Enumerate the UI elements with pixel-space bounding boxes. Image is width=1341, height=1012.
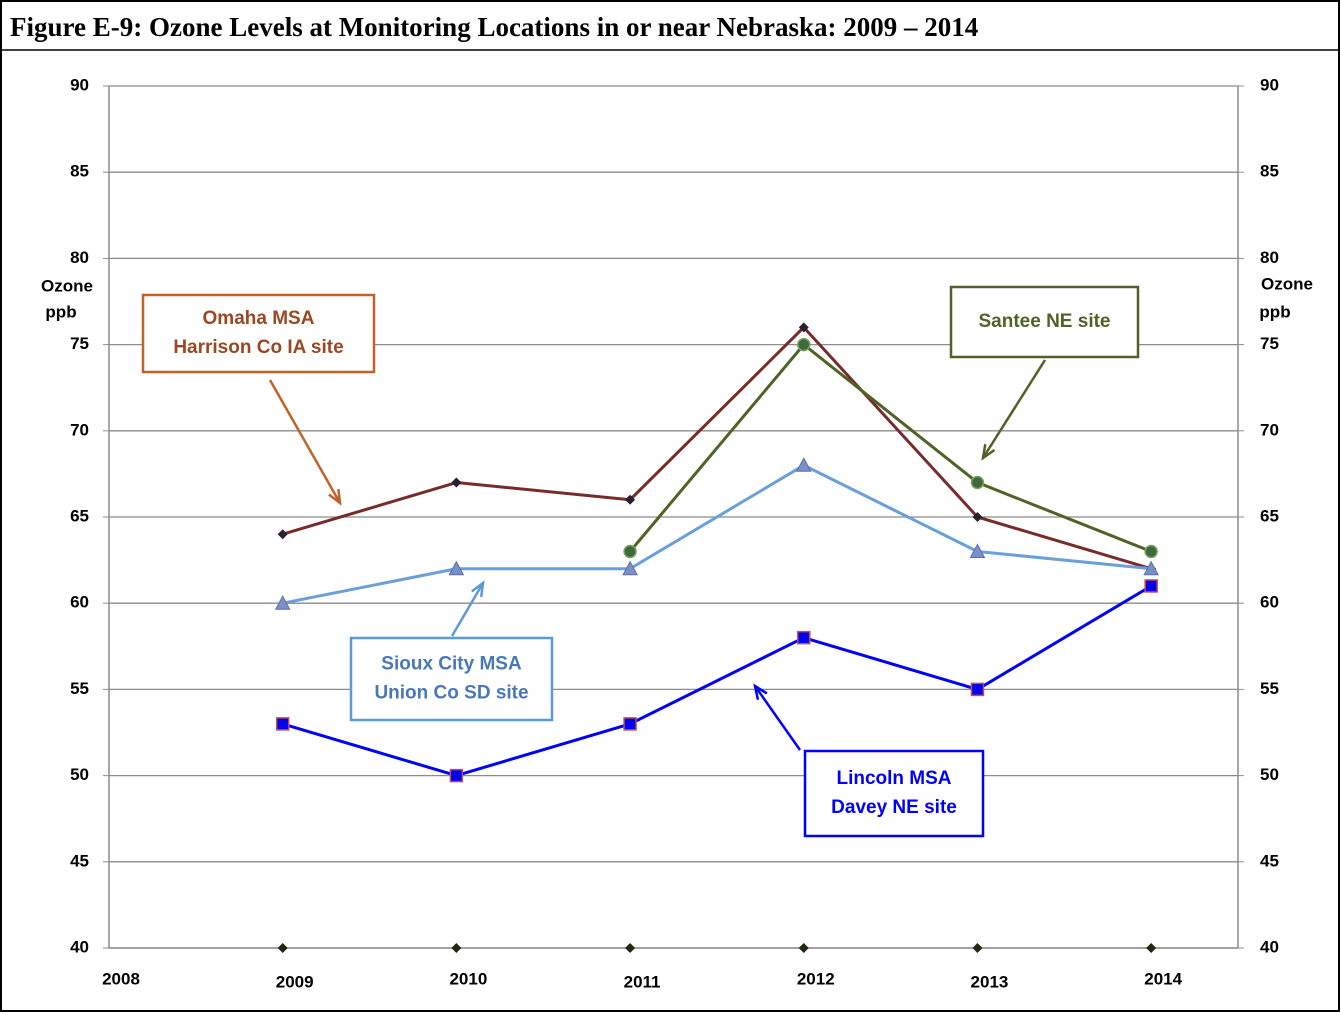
x-tick-label: 2009 [276,972,314,991]
y-tick-label: 70 [70,420,89,439]
y-tick-label: 60 [70,593,89,612]
x-tick [1146,943,1157,953]
y-tick-label: 40 [70,937,89,956]
series-line [282,463,1152,605]
y2-axis-label: ppb [1259,302,1290,321]
y2-tick-label: 70 [1260,420,1279,439]
y-tick-label: 45 [70,851,89,870]
x-tick [625,943,636,953]
point [277,529,288,540]
label-arrow [753,685,802,751]
y2-tick-label: 55 [1260,679,1279,698]
arrow-head [471,580,485,598]
x-tick-label: 2010 [449,969,487,988]
point [972,512,983,522]
x-tick [798,943,809,953]
x-tick [972,943,983,953]
y2-tick-label: 90 [1260,75,1279,94]
point [625,494,636,505]
point [1144,579,1158,593]
y2-tick-label: 85 [1260,162,1279,181]
chart-title: Figure E-9: Ozone Levels at Monitoring L… [10,12,978,42]
y2-tick-label: 80 [1260,248,1279,267]
point [798,322,809,333]
label-box [349,636,554,722]
label-arrow [268,379,342,504]
y-tick-label: 90 [70,75,89,94]
y2-tick-label: 65 [1260,506,1279,525]
y2-tick-label: 40 [1260,937,1279,956]
series-line [282,325,1152,571]
y2-axis-label: Ozone [1261,274,1313,293]
series-label: Harrison Co IA site [173,337,343,358]
y-tick-label: 55 [70,679,89,698]
point [797,630,811,645]
point [623,717,637,731]
point [1144,544,1158,559]
x-tick-label: 2014 [1144,969,1182,988]
y2-tick-label: 60 [1260,593,1279,612]
y2-tick-label: 75 [1260,334,1279,353]
series-line [282,584,1152,778]
y-tick-label: 85 [70,162,89,181]
x-tick-label: 2011 [624,972,661,991]
series-label: Sioux City MSA [381,654,522,675]
point [797,337,811,352]
y-tick-label: 65 [70,506,89,525]
y-axis-label: ppb [45,302,76,321]
x-tick-label: 2013 [971,972,1009,991]
label-box [949,285,1140,359]
series-line [628,343,1152,553]
label-box [803,749,985,838]
x-tick-label: 2008 [102,969,140,988]
label-box [141,293,376,374]
y-tick-label: 80 [70,248,89,267]
point [622,560,638,576]
point [449,768,464,783]
arrow-head [981,443,996,461]
point [274,595,291,610]
point [448,560,465,576]
point [970,682,985,697]
x-tick [277,943,288,953]
point [623,544,637,559]
label-arrow [450,582,485,637]
arrow-head [328,488,342,506]
arrow-head [753,683,768,700]
series-label: Davey NE site [831,797,957,818]
x-tick [451,943,462,953]
point [795,457,812,472]
point [969,543,986,558]
y-tick-label: 75 [70,334,89,353]
series-label: Union Co SD site [374,683,528,704]
y-axis-label: Ozone [41,276,93,295]
x-tick-label: 2012 [797,969,835,988]
y2-tick-label: 45 [1260,851,1279,870]
series-label: Omaha MSA [203,308,315,329]
point [451,477,462,488]
series-label: Lincoln MSA [836,768,951,789]
y-tick-label: 50 [70,765,89,784]
label-arrow [981,359,1047,459]
point [275,717,290,731]
series-label: Santee NE site [979,311,1111,332]
y2-tick-label: 50 [1260,765,1279,784]
point [970,475,985,490]
point [1143,560,1159,576]
